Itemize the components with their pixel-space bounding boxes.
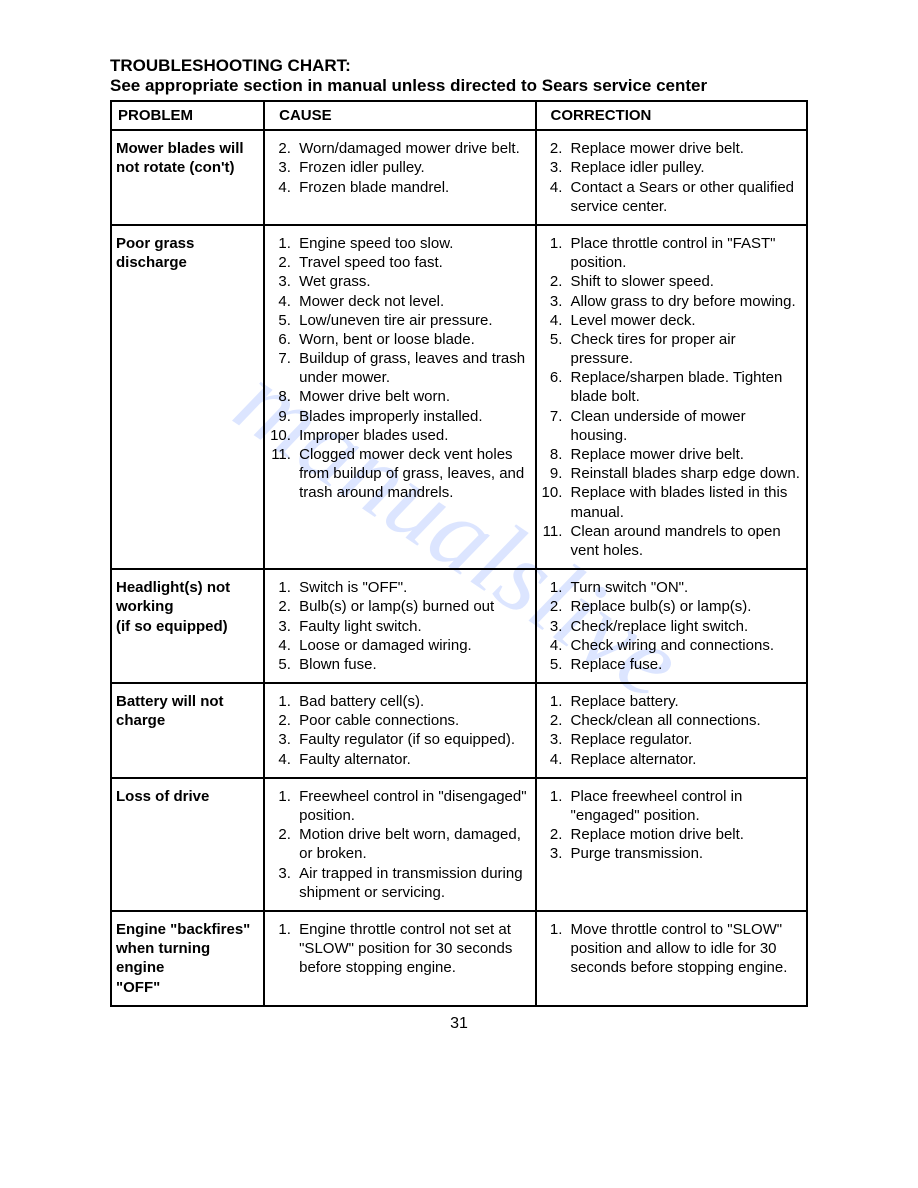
cause-cell: Switch is "OFF".Bulb(s) or lamp(s) burne… <box>264 569 535 683</box>
cause-item: Air trapped in transmission during shipm… <box>295 864 530 902</box>
correction-item: Level mower deck. <box>567 311 802 330</box>
correction-item: Replace fuse. <box>567 655 802 674</box>
cause-item: Bulb(s) or lamp(s) burned out <box>295 597 530 616</box>
correction-item: Check wiring and connections. <box>567 636 802 655</box>
cause-item: Frozen idler pulley. <box>295 158 530 177</box>
cause-item: Wet grass. <box>295 272 530 291</box>
document-page: TROUBLESHOOTING CHART: See appropriate s… <box>0 0 918 1063</box>
cause-item: Travel speed too fast. <box>295 253 530 272</box>
correction-cell: Place freewheel control in "engaged" pos… <box>536 778 807 911</box>
correction-item: Replace/sharpen blade. Tighten blade bol… <box>567 368 802 406</box>
cause-item: Freewheel control in "disengaged" positi… <box>295 787 530 825</box>
cause-cell: Freewheel control in "disengaged" positi… <box>264 778 535 911</box>
correction-item: Purge transmission. <box>567 844 802 863</box>
problem-cell: Mower blades will not rotate (con't) <box>111 130 264 225</box>
correction-item: Replace alternator. <box>567 750 802 769</box>
cause-item: Mower deck not level. <box>295 292 530 311</box>
header-problem: PROBLEM <box>111 101 264 130</box>
correction-item: Clean underside of mower housing. <box>567 407 802 445</box>
table-row: Engine "backfires" when turning engine "… <box>111 911 807 1006</box>
correction-item: Replace battery. <box>567 692 802 711</box>
cause-item: Clogged mower deck vent holes from build… <box>295 445 530 503</box>
correction-item: Check tires for proper air pressure. <box>567 330 802 368</box>
cause-item: Worn, bent or loose blade. <box>295 330 530 349</box>
cause-item: Motion drive belt worn, damaged, or brok… <box>295 825 530 863</box>
cause-item: Frozen blade mandrel. <box>295 178 530 197</box>
cause-cell: Bad battery cell(s).Poor cable connectio… <box>264 683 535 778</box>
cause-item: Engine speed too slow. <box>295 234 530 253</box>
correction-item: Replace bulb(s) or lamp(s). <box>567 597 802 616</box>
correction-item: Clean around mandrels to open vent holes… <box>567 522 802 560</box>
header-cause: CAUSE <box>264 101 535 130</box>
correction-item: Place throttle control in "FAST" positio… <box>567 234 802 272</box>
correction-item: Shift to slower speed. <box>567 272 802 291</box>
cause-item: Faulty alternator. <box>295 750 530 769</box>
table-row: Battery will not chargeBad battery cell(… <box>111 683 807 778</box>
cause-cell: Worn/damaged mower drive belt.Frozen idl… <box>264 130 535 225</box>
correction-item: Allow grass to dry before mowing. <box>567 292 802 311</box>
table-row: Loss of drive Freewheel control in "disen… <box>111 778 807 911</box>
correction-item: Place freewheel control in "engaged" pos… <box>567 787 802 825</box>
problem-cell: Loss of drive <box>111 778 264 911</box>
problem-cell: Poor grass discharge <box>111 225 264 569</box>
cause-item: Bad battery cell(s). <box>295 692 530 711</box>
problem-cell: Engine "backfires" when turning engine "… <box>111 911 264 1006</box>
cause-cell: Engine speed too slow.Travel speed too f… <box>264 225 535 569</box>
title-block: TROUBLESHOOTING CHART: See appropriate s… <box>110 56 808 96</box>
problem-cell: Battery will not charge <box>111 683 264 778</box>
table-body: Mower blades will not rotate (con't)Worn… <box>111 130 807 1006</box>
cause-item: Blown fuse. <box>295 655 530 674</box>
cause-item: Mower drive belt worn. <box>295 387 530 406</box>
correction-item: Replace mower drive belt. <box>567 139 802 158</box>
cause-item: Faulty regulator (if so equipped). <box>295 730 530 749</box>
cause-item: Low/uneven tire air pressure. <box>295 311 530 330</box>
cause-item: Improper blades used. <box>295 426 530 445</box>
table-row: Headlight(s) not working (if so equipped… <box>111 569 807 683</box>
correction-item: Replace motion drive belt. <box>567 825 802 844</box>
correction-cell: Turn switch "ON".Replace bulb(s) or lamp… <box>536 569 807 683</box>
correction-item: Contact a Sears or other qualified servi… <box>567 178 802 216</box>
correction-item: Check/clean all connections. <box>567 711 802 730</box>
correction-item: Replace regulator. <box>567 730 802 749</box>
troubleshooting-table: PROBLEM CAUSE CORRECTION Mower blades wi… <box>110 100 808 1007</box>
chart-subtitle: See appropriate section in manual unless… <box>110 76 808 96</box>
cause-item: Blades improperly installed. <box>295 407 530 426</box>
correction-item: Move throttle control to "SLOW" position… <box>567 920 802 978</box>
page-number: 31 <box>110 1015 808 1033</box>
cause-item: Engine throttle control not set at "SLOW… <box>295 920 530 978</box>
table-row: Mower blades will not rotate (con't)Worn… <box>111 130 807 225</box>
correction-cell: Replace battery.Check/clean all connecti… <box>536 683 807 778</box>
correction-cell: Place throttle control in "FAST" positio… <box>536 225 807 569</box>
problem-cell: Headlight(s) not working (if so equipped… <box>111 569 264 683</box>
header-correction: CORRECTION <box>536 101 807 130</box>
correction-item: Replace idler pulley. <box>567 158 802 177</box>
correction-cell: Replace mower drive belt.Replace idler p… <box>536 130 807 225</box>
cause-item: Worn/damaged mower drive belt. <box>295 139 530 158</box>
cause-item: Poor cable connections. <box>295 711 530 730</box>
correction-item: Check/replace light switch. <box>567 617 802 636</box>
table-row: Poor grass dischargeEngine speed too slo… <box>111 225 807 569</box>
correction-item: Reinstall blades sharp edge down. <box>567 464 802 483</box>
cause-item: Buildup of grass, leaves and trash under… <box>295 349 530 387</box>
cause-item: Switch is "OFF". <box>295 578 530 597</box>
cause-item: Loose or damaged wiring. <box>295 636 530 655</box>
correction-cell: Move throttle control to "SLOW" position… <box>536 911 807 1006</box>
cause-cell: Engine throttle control not set at "SLOW… <box>264 911 535 1006</box>
correction-item: Replace with blades listed in this manua… <box>567 483 802 521</box>
correction-item: Turn switch "ON". <box>567 578 802 597</box>
correction-item: Replace mower drive belt. <box>567 445 802 464</box>
table-header-row: PROBLEM CAUSE CORRECTION <box>111 101 807 130</box>
chart-title: TROUBLESHOOTING CHART: <box>110 56 808 76</box>
cause-item: Faulty light switch. <box>295 617 530 636</box>
